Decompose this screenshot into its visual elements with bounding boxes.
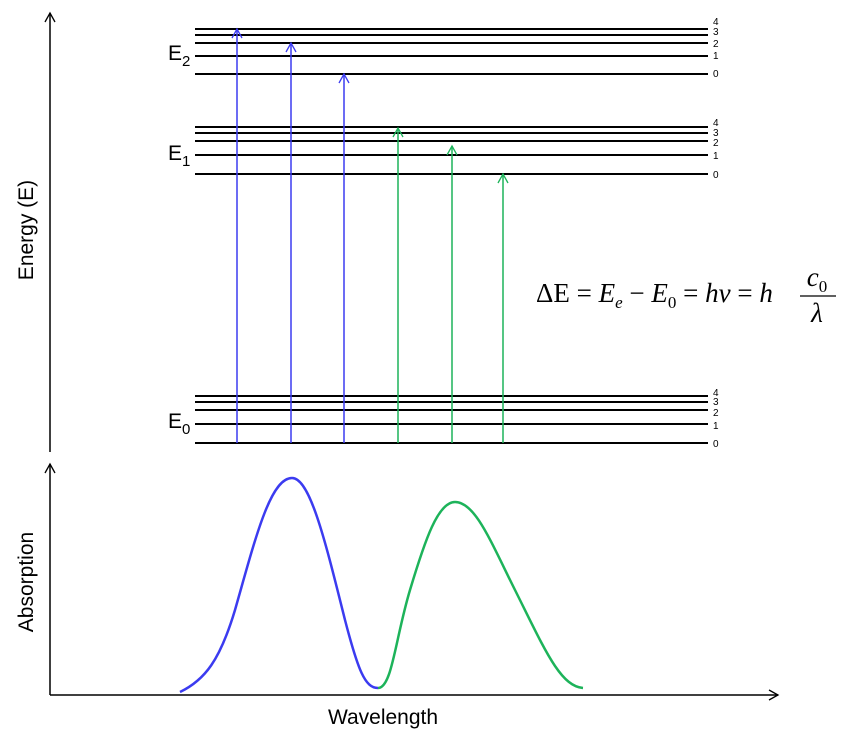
- wavelength-label: Wavelength: [328, 706, 438, 729]
- blue-band: [179, 476, 379, 694]
- sublevel-label: 2: [713, 39, 719, 50]
- level-label: E0: [168, 410, 190, 438]
- sublevel-label: 4: [713, 388, 719, 399]
- sublevel-label: 3: [713, 397, 719, 408]
- green-band: [377, 500, 584, 690]
- sublevel-label: 0: [713, 439, 719, 450]
- sublevel-label: 3: [713, 27, 719, 38]
- sublevel-label: 4: [713, 118, 719, 129]
- sublevel-label: 1: [713, 51, 719, 62]
- energy-label: Energy (E): [15, 180, 38, 280]
- level-label: E1: [168, 142, 190, 170]
- equation: ΔE = Ee − E0 = hν = h: [536, 278, 773, 312]
- sublevel-label: 0: [713, 69, 719, 80]
- sublevel-label: 4: [713, 17, 719, 28]
- fraction-numerator: c0: [807, 262, 827, 296]
- absorption-label: Absorption: [15, 532, 38, 632]
- sublevel-label: 2: [713, 138, 719, 149]
- fraction-denominator: λ: [810, 298, 823, 328]
- level-label: E2: [168, 42, 190, 70]
- sublevel-label: 0: [713, 170, 719, 181]
- transitions: [231, 27, 509, 443]
- sublevel-label: 2: [713, 408, 719, 419]
- sublevel-label: 3: [713, 128, 719, 139]
- sublevel-label: 1: [713, 421, 719, 432]
- sublevel-label: 1: [713, 151, 719, 162]
